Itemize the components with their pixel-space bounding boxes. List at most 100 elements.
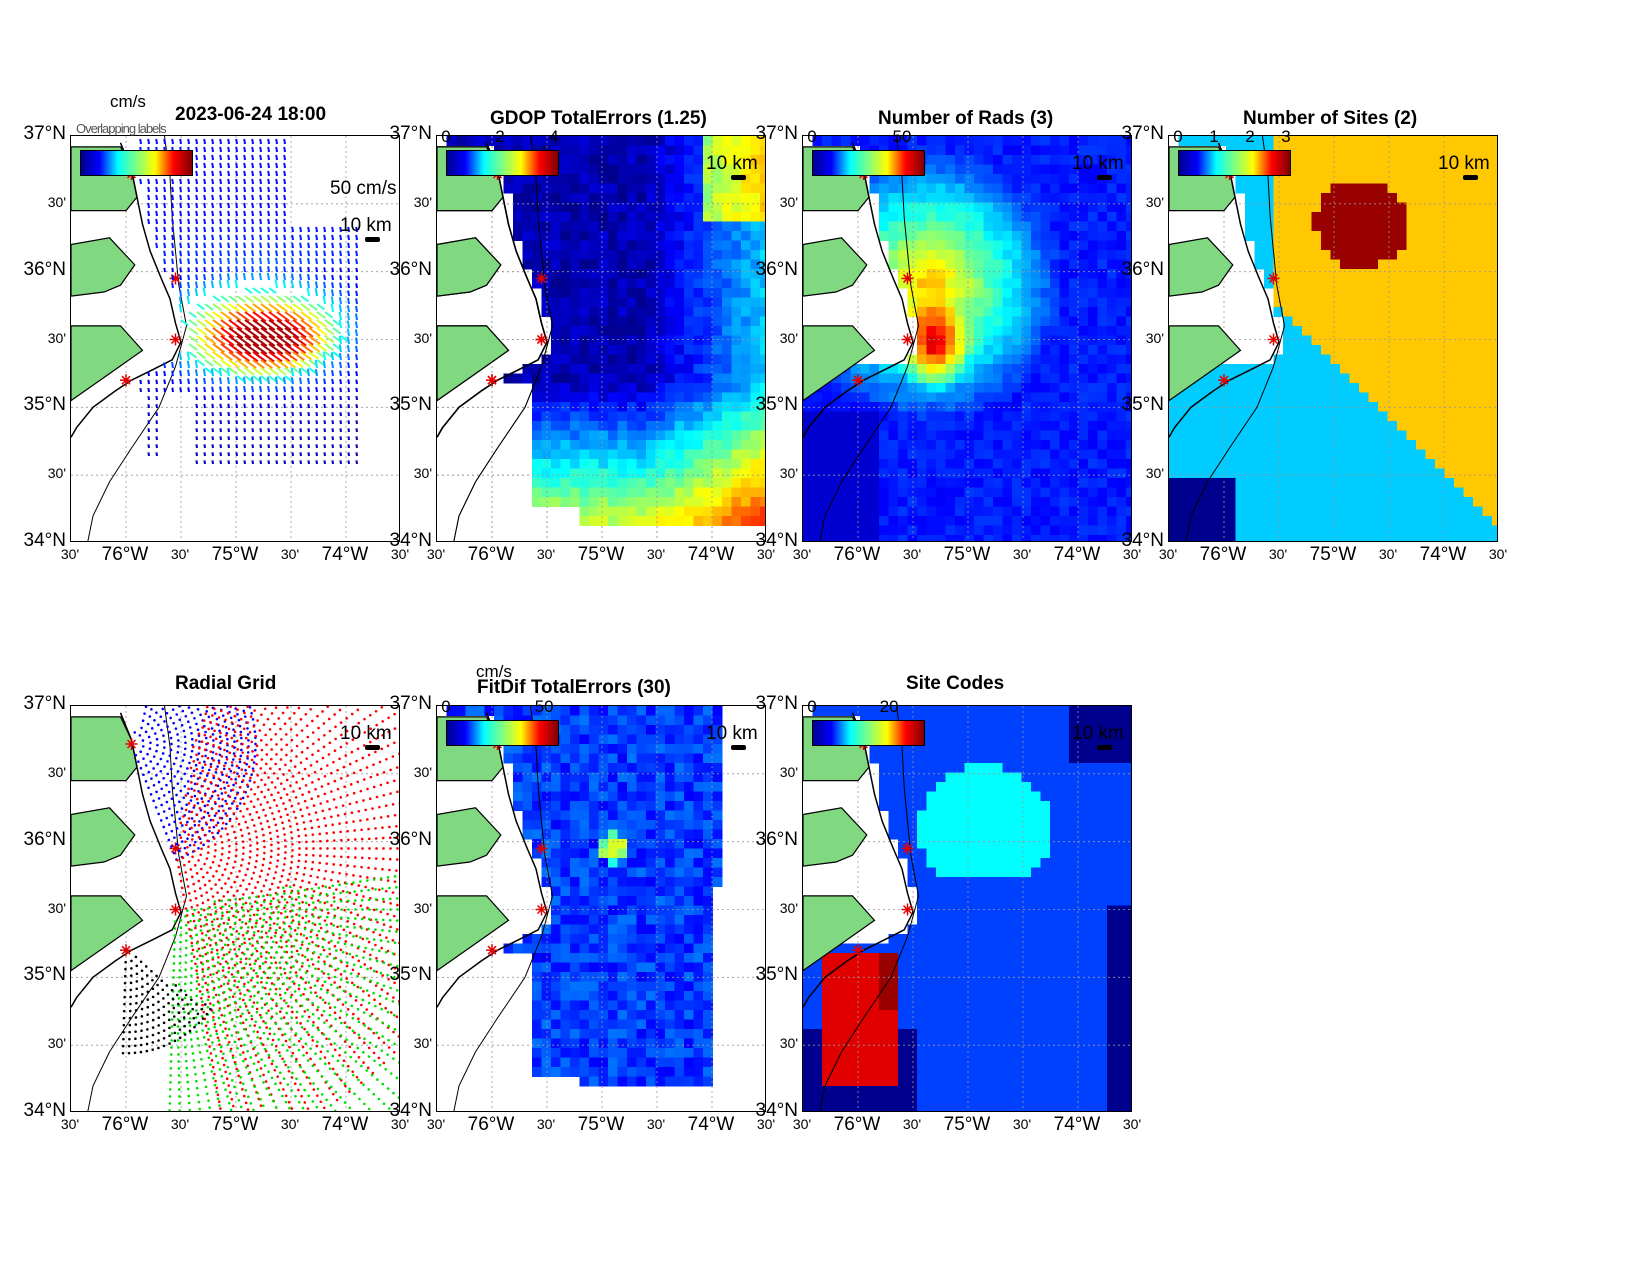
data-cell	[560, 772, 571, 783]
data-cell	[608, 506, 618, 517]
data-cell	[1021, 516, 1032, 526]
current-arrow	[283, 436, 286, 441]
data-cell	[1349, 174, 1360, 184]
data-cell	[1349, 354, 1360, 365]
data-cell	[1406, 183, 1417, 194]
current-arrow	[259, 420, 262, 425]
data-cell	[974, 136, 984, 146]
data-cell	[1264, 250, 1274, 260]
data-cell	[907, 411, 918, 422]
data-cell	[532, 392, 542, 403]
data-cell	[712, 373, 723, 384]
current-arrow	[291, 234, 294, 241]
data-cell	[1330, 373, 1341, 384]
data-cell	[1021, 212, 1032, 222]
data-cell	[532, 478, 542, 488]
data-cell	[551, 1057, 561, 1068]
data-cell	[1454, 421, 1464, 431]
data-cell	[1126, 354, 1131, 365]
x-tick-label: 30'	[170, 546, 190, 562]
data-cell	[869, 468, 880, 479]
current-arrow	[235, 210, 238, 217]
current-arrow	[203, 226, 206, 233]
data-cell	[1021, 269, 1032, 279]
current-arrow	[226, 377, 230, 385]
current-arrow	[284, 319, 299, 331]
data-cell	[1444, 307, 1455, 317]
data-cell	[1292, 383, 1303, 393]
data-cell	[1021, 240, 1032, 251]
data-cell	[1283, 430, 1293, 441]
current-arrow	[292, 319, 306, 330]
data-cell	[1321, 506, 1331, 517]
data-cell	[1078, 487, 1089, 498]
data-cell	[1387, 212, 1398, 222]
data-cell	[803, 487, 813, 498]
data-cell	[936, 278, 946, 289]
data-cell	[955, 487, 965, 498]
data-cell	[1473, 145, 1483, 156]
data-cell	[627, 288, 637, 298]
data-cell	[750, 326, 761, 336]
data-cell	[589, 183, 599, 194]
data-cell	[1406, 136, 1417, 146]
data-cell	[1378, 259, 1388, 270]
data-cell	[1425, 259, 1436, 270]
data-cell	[1368, 487, 1379, 498]
data-cell	[1116, 297, 1127, 308]
data-cell	[636, 411, 647, 422]
current-arrow	[203, 162, 206, 169]
data-cell	[1302, 497, 1312, 507]
current-arrow	[251, 194, 254, 201]
data-cell	[1178, 392, 1189, 403]
data-cell	[841, 430, 851, 441]
current-arrow	[339, 436, 342, 441]
data-cell	[917, 250, 927, 260]
current-arrow	[275, 436, 278, 441]
current-arrow	[291, 257, 294, 265]
data-cell	[1088, 525, 1098, 536]
data-cell	[907, 497, 918, 507]
data-cell	[983, 421, 994, 431]
data-cell	[693, 193, 704, 203]
data-cell	[1216, 136, 1227, 146]
data-cell	[898, 259, 908, 270]
data-cell	[760, 326, 765, 336]
data-cell	[1473, 383, 1483, 393]
data-cell	[1416, 525, 1426, 536]
current-arrow	[171, 178, 174, 185]
current-arrow	[219, 444, 222, 449]
data-cell	[993, 297, 1003, 308]
data-cell	[741, 335, 751, 346]
current-arrow	[212, 311, 224, 321]
current-arrow	[339, 387, 342, 393]
data-cell	[1444, 269, 1455, 279]
data-cell	[750, 497, 761, 507]
data-cell	[560, 1048, 571, 1058]
data-cell	[1473, 478, 1483, 488]
data-cell	[831, 411, 842, 422]
data-cell	[712, 145, 723, 156]
data-cell	[589, 136, 599, 146]
data-cell	[1107, 240, 1117, 251]
data-cell	[1107, 297, 1117, 308]
current-arrow	[316, 335, 328, 345]
data-cell	[1378, 449, 1388, 460]
current-arrow	[315, 242, 318, 249]
data-cell	[1463, 269, 1474, 279]
data-cell	[684, 449, 694, 460]
data-cell	[674, 316, 685, 327]
data-cell	[1254, 421, 1265, 431]
data-cell	[513, 231, 523, 241]
data-cell	[627, 506, 637, 517]
current-arrow	[171, 258, 174, 265]
data-cell	[1425, 278, 1436, 289]
data-cell	[1021, 383, 1032, 393]
data-cell	[1235, 449, 1246, 460]
data-cell	[974, 259, 984, 270]
data-cell	[665, 497, 675, 507]
data-cell	[1311, 402, 1322, 412]
data-cell	[750, 155, 761, 165]
data-cell	[560, 877, 571, 887]
x-tick-label: 76°W	[101, 1114, 149, 1135]
